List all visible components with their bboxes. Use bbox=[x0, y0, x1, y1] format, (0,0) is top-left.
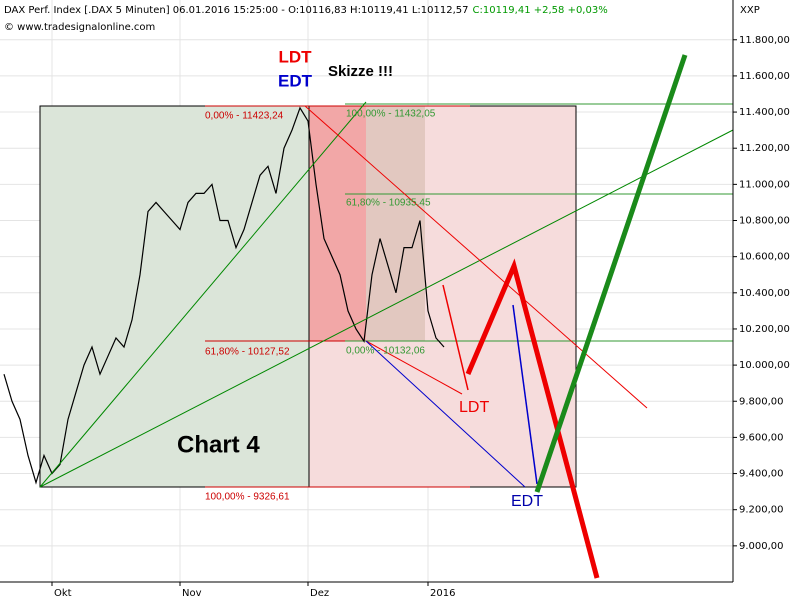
x-tick-label: Okt bbox=[54, 588, 72, 599]
fib-label: 0,00% - 11423,24 bbox=[205, 111, 284, 122]
sketch-line bbox=[442, 284, 469, 391]
axis-panel bbox=[733, 0, 800, 600]
price-layer bbox=[3, 106, 445, 485]
y-tick-label: 11.400,00 bbox=[739, 107, 790, 118]
y-tick-label: 9.400,00 bbox=[739, 469, 784, 480]
sketch-line bbox=[534, 54, 688, 493]
header-text: DAX Perf. Index [.DAX 5 Minuten] 06.01.2… bbox=[4, 5, 608, 16]
x-tick-label: 2016 bbox=[430, 588, 455, 599]
y-tick-label: 11.200,00 bbox=[739, 143, 790, 154]
zone-gray bbox=[366, 106, 425, 341]
y-tick-label: 11.000,00 bbox=[739, 179, 790, 190]
fib-label: 100,00% - 9326,61 bbox=[205, 492, 290, 503]
y-tick-label: 9.200,00 bbox=[739, 505, 784, 516]
trend-line bbox=[39, 101, 367, 488]
y-tick-label: 9.600,00 bbox=[739, 432, 784, 443]
trend-line bbox=[365, 340, 463, 395]
source: © www.tradesignalonline.com bbox=[4, 22, 155, 33]
fib-label: 100,00% - 11432,05 bbox=[346, 109, 436, 120]
x-tick-label: Dez bbox=[310, 588, 329, 599]
price-line bbox=[3, 106, 445, 485]
y-tick-label: 9.800,00 bbox=[739, 396, 784, 407]
fib-label: 61,80% - 10127,52 bbox=[205, 347, 290, 358]
y-tick-label: 10.200,00 bbox=[739, 324, 790, 335]
chart-name: Chart 4 bbox=[177, 431, 260, 458]
x-tick-label: Nov bbox=[182, 588, 202, 599]
y-tick-label: 9.000,00 bbox=[739, 541, 784, 552]
edt-label: EDT bbox=[278, 71, 313, 90]
axis-code: XXP bbox=[740, 5, 760, 16]
y-tick-label: 10.600,00 bbox=[739, 252, 790, 263]
y-tick-label: 11.600,00 bbox=[739, 71, 790, 82]
y-tick-label: 10.400,00 bbox=[739, 288, 790, 299]
annotations: 0,00% - 11423,24 61,80% - 10127,52 100,0… bbox=[177, 47, 543, 510]
trend-line bbox=[304, 105, 648, 409]
trend-line bbox=[39, 129, 734, 488]
ldt-label: LDT bbox=[278, 47, 312, 66]
zone-green bbox=[40, 106, 309, 487]
sketch-line bbox=[465, 258, 600, 579]
y-tick-label: 10.800,00 bbox=[739, 216, 790, 227]
y-tick-label: 10.000,00 bbox=[739, 360, 790, 371]
fib-label: 61,80% - 10935,45 bbox=[346, 198, 431, 209]
drawings bbox=[39, 54, 734, 579]
ldt-label: LDT bbox=[459, 399, 489, 416]
trend-line bbox=[365, 340, 526, 488]
edt-label: EDT bbox=[511, 493, 543, 510]
sketch-label: Skizze !!! bbox=[328, 63, 393, 80]
sketch-line bbox=[512, 304, 538, 485]
instrument: DAX Perf. Index [.DAX 5 Minuten] 06.01.2… bbox=[4, 5, 469, 16]
close: C:10119,41 +2,58 +0,03% bbox=[473, 5, 608, 16]
fib-label: 0,00% - 10132,06 bbox=[346, 346, 425, 357]
y-tick-label: 11.800,00 bbox=[739, 35, 790, 46]
zone-border bbox=[39, 105, 310, 488]
zone-dark bbox=[309, 106, 366, 341]
